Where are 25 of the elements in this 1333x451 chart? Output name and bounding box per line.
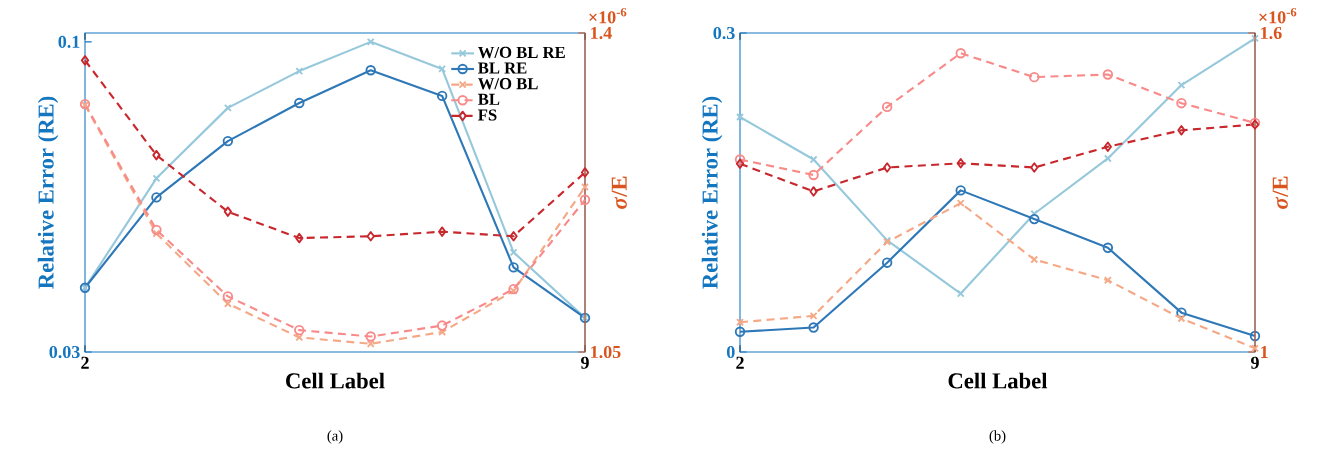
x-tick-label: 9 — [581, 356, 589, 369]
text: (a) — [327, 430, 343, 444]
y-axis-title: Relative Error (RE) — [37, 96, 59, 289]
legend-label: BL RE — [478, 62, 527, 74]
x-tick-label: 2 — [736, 356, 744, 369]
text: ×10$^{-6}$ — [589, 7, 627, 24]
y-tick-label: 0.1 — [58, 35, 80, 48]
y-axis-title: Relative Error (RE) — [701, 96, 723, 289]
text: ×10$^{-6}$ — [1259, 7, 1297, 24]
y2-tick-label: 1.05 — [591, 345, 621, 359]
legend-label: BL — [478, 93, 500, 105]
y-tick-label: 0.3 — [713, 26, 735, 40]
y-tick-label: 0 — [726, 345, 735, 359]
legend-label: FS — [478, 109, 497, 121]
x-tick-label: 9 — [1251, 356, 1259, 369]
x-axis-title: Cell Label — [948, 372, 1048, 389]
x-tick-label: 2 — [81, 356, 89, 369]
y2-tick-label: 1 — [1261, 346, 1268, 358]
legend-label: W/O BL RE — [477, 46, 565, 59]
text: (b) — [989, 430, 1006, 444]
y2-tick-label: 1.6 — [1261, 26, 1282, 40]
y-tick-label: 0.03 — [49, 345, 80, 359]
y2-tick-label: 1.4 — [591, 26, 612, 40]
x-axis-title: Cell Label — [286, 372, 385, 389]
legend-label: W/O BL — [477, 78, 538, 90]
